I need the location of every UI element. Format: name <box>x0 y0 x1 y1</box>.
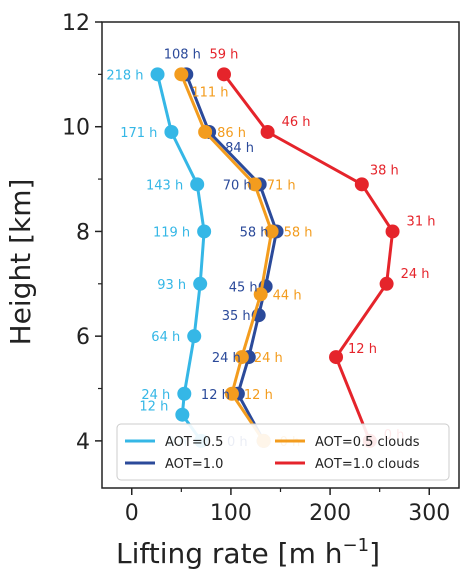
series-1 <box>150 67 212 448</box>
point-label: 71 h <box>267 178 296 193</box>
point-label: 111 h <box>191 85 228 100</box>
point-label: 93 h <box>157 278 186 293</box>
point-label: 24 h <box>401 267 430 282</box>
data-point <box>379 276 394 291</box>
legend-item: AOT=0.5 clouds <box>275 435 420 450</box>
x-axis-title: Lifting rate [m h−1] <box>116 535 380 570</box>
data-point <box>216 67 231 82</box>
series-4 <box>216 67 400 448</box>
point-label: 143 h <box>146 178 183 193</box>
point-label: 58 h <box>284 225 313 240</box>
y-tick-label: 4 <box>76 430 90 455</box>
data-point <box>193 276 208 291</box>
point-label: 46 h <box>282 115 311 130</box>
point-label: 38 h <box>370 163 399 178</box>
legend-item: AOT=0.5 <box>125 435 223 450</box>
y-tick-label: 8 <box>76 220 90 245</box>
ticks-group: 0 100 200 300 4 6 8 10 12 <box>62 11 450 526</box>
x-tick-label: 300 <box>408 501 450 526</box>
y-axis-title: Height [km] <box>4 179 37 346</box>
point-label: 119 h <box>153 225 190 240</box>
data-point <box>264 224 279 239</box>
x-axis-title-main: Lifting rate [m h <box>116 537 343 570</box>
point-label: 44 h <box>273 288 302 303</box>
point-label: 64 h <box>151 330 180 345</box>
point-label: 24 h <box>212 351 241 366</box>
point-label: 12 h <box>244 388 273 403</box>
point-label: 70 h <box>223 178 252 193</box>
x-tick-label: 200 <box>309 501 351 526</box>
x-tick-label: 100 <box>210 501 252 526</box>
legend-box <box>116 423 450 481</box>
point-label: 24 h <box>141 388 170 403</box>
point-label: 45 h <box>229 280 258 295</box>
point-label: 108 h <box>164 47 201 62</box>
data-point <box>385 224 400 239</box>
data-point <box>247 177 262 192</box>
data-point <box>224 386 239 401</box>
legend-label: AOT=1.0 clouds <box>315 457 420 472</box>
data-point <box>175 407 190 422</box>
legend: AOT=0.5 AOT=1.0 AOT=0.5 clouds AOT=1.0 clou… <box>116 423 450 481</box>
data-point <box>354 177 369 192</box>
data-point <box>253 287 268 302</box>
legend-label: AOT=0.5 clouds <box>315 435 420 450</box>
data-point <box>260 124 275 139</box>
y-tick-label: 12 <box>62 11 90 36</box>
point-label: 31 h <box>407 214 436 229</box>
x-axis-title-superscript: −1 <box>343 535 370 556</box>
legend-label: AOT=0.5 <box>165 435 223 450</box>
legend-item: AOT=1.0 <box>125 457 223 472</box>
point-label: 59 h <box>210 47 239 62</box>
point-label: 171 h <box>120 126 157 141</box>
data-point <box>198 124 213 139</box>
data-point <box>190 177 205 192</box>
point-label: 218 h <box>106 68 143 83</box>
data-point <box>174 67 189 82</box>
data-point <box>150 67 165 82</box>
point-label: 12 h <box>201 388 230 403</box>
point-label: 58 h <box>240 225 269 240</box>
data-point <box>234 350 249 365</box>
point-label: 24 h <box>254 351 283 366</box>
series-3 <box>174 67 279 448</box>
legend-item: AOT=1.0 clouds <box>275 457 420 472</box>
point-label: 84 h <box>225 141 254 156</box>
legend-label: AOT=1.0 <box>165 457 223 472</box>
data-point <box>177 386 192 401</box>
point-label: 35 h <box>222 309 251 324</box>
y-tick-label: 6 <box>76 325 90 350</box>
point-label: 86 h <box>217 126 246 141</box>
point-label: 12 h <box>139 400 168 415</box>
x-tick-label: 0 <box>125 501 139 526</box>
y-tick-label: 10 <box>62 116 90 141</box>
data-point <box>187 329 202 344</box>
point-label: 12 h <box>348 342 377 357</box>
data-point <box>197 224 212 239</box>
data-point <box>164 124 179 139</box>
data-point <box>329 350 344 365</box>
x-axis-title-close: ] <box>369 537 380 570</box>
